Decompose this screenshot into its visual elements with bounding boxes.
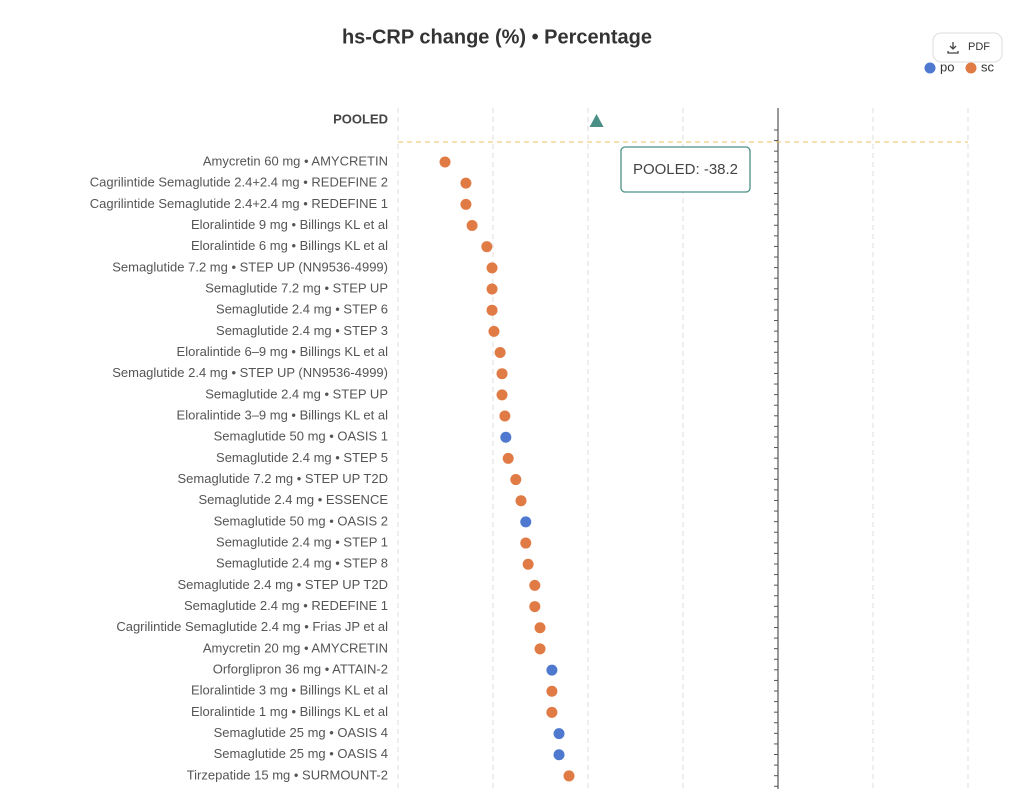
dot [496,389,508,401]
row-label: Cagrilintide Semaglutide 2.4+2.4 mg • RE… [90,196,388,211]
row-label: Semaglutide 2.4 mg • STEP UP (NN9536-499… [112,365,388,380]
dot [486,283,498,295]
row-label: Semaglutide 25 mg • OASIS 4 [214,725,388,740]
legend-label: sc [981,59,995,74]
dot [486,262,498,274]
row-label: Semaglutide 2.4 mg • STEP 8 [216,556,388,571]
tooltip-box [620,146,751,193]
row-label: Semaglutide 2.4 mg • STEP 1 [216,534,388,549]
dot [460,177,472,189]
legend: po sc [924,59,995,74]
row-label: Cagrilintide Semaglutide 2.4+2.4 mg • RE… [90,175,388,190]
pooled-marker [589,114,604,127]
row-label: Semaglutide 50 mg • OASIS 1 [214,429,388,444]
row-label: Eloralintide 6–9 mg • Billings KL et al [177,344,389,359]
chart-title: hs-CRP change (%) • Percentage [342,26,652,48]
dot [500,431,512,443]
dot [466,220,478,232]
dot [553,728,565,740]
row-label: Semaglutide 2.4 mg • REDEFINE 1 [184,598,388,613]
row-label: Semaglutide 2.4 mg • STEP 3 [216,323,388,338]
dot [496,368,508,380]
row-label: Semaglutide 2.4 mg • STEP UP T2D [178,577,389,592]
dot [439,156,451,168]
dot [563,770,575,782]
dot [499,410,511,422]
row-label: Amycretin 20 mg • AMYCRETIN [203,640,388,655]
dot [460,198,472,210]
download-icon[interactable] [947,42,959,54]
row-label: Eloralintide 3 mg • Billings KL et al [191,683,388,698]
pdf-button[interactable]: PDF [932,32,1003,63]
dot [515,495,527,507]
pdf-label[interactable]: PDF [968,41,990,53]
row-label: Semaglutide 7.2 mg • STEP UP (NN9536-499… [112,259,388,274]
row-label: Semaglutide 2.4 mg • STEP 6 [216,302,388,317]
dot [520,516,532,528]
dot [546,706,558,718]
row-label: Semaglutide 50 mg • OASIS 2 [214,513,388,528]
dot [502,452,514,464]
legend-label: po [940,59,954,74]
dot [486,304,498,316]
dot [481,241,493,253]
row-label: Semaglutide 7.2 mg • STEP UP [205,280,388,295]
row-label: Cagrilintide Semaglutide 2.4 mg • Frias … [116,619,388,634]
row-label: Semaglutide 25 mg • OASIS 4 [214,746,388,761]
dot [520,537,532,549]
pdf-button-box[interactable] [932,32,1003,63]
row-label: Semaglutide 2.4 mg • ESSENCE [198,492,388,507]
dot [546,685,558,697]
dot [488,325,500,337]
row-label: Amycretin 60 mg • AMYCRETIN [203,153,388,168]
pooled-label: POOLED [333,111,388,126]
dot [529,579,541,591]
row-label: Eloralintide 9 mg • Billings KL et al [191,217,388,232]
row-label: Semaglutide 7.2 mg • STEP UP T2D [178,471,389,486]
row-label: Tirzepatide 15 mg • SURMOUNT-2 [187,767,388,782]
row-label: Orforglipron 36 mg • ATTAIN-2 [213,662,388,677]
row-label: Semaglutide 2.4 mg • STEP UP [205,386,388,401]
dot [534,643,546,655]
plot: POOLED Amycretin 60 mg • AMYCRETIN Cagrili… [90,108,969,789]
dot [546,664,558,676]
tooltip: POOLED: -38.2 [620,146,751,193]
row-label: Eloralintide 1 mg • Billings KL et al [191,704,388,719]
dot [510,474,522,486]
dot [534,622,546,634]
dot [553,749,565,761]
tooltip-text: POOLED: -38.2 [633,161,738,178]
row-label: Semaglutide 2.4 mg • STEP 5 [216,450,388,465]
legend-dot [924,62,936,74]
legend-dot [965,62,977,74]
row-label: Eloralintide 6 mg • Billings KL et al [191,238,388,253]
row-label: Eloralintide 3–9 mg • Billings KL et al [177,407,389,422]
dot [529,601,541,613]
dot [494,347,506,359]
dot [522,558,534,570]
